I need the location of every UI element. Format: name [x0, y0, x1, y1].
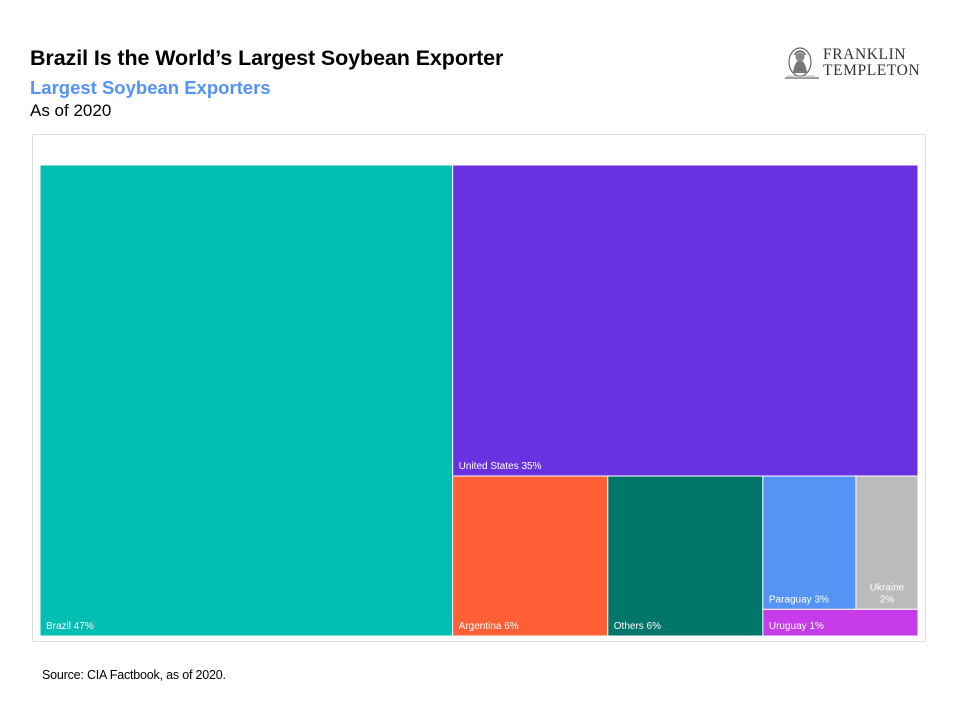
logo-wordmark: FRANKLIN TEMPLETON: [823, 47, 920, 79]
tile-label-brazil: Brazil 47%: [46, 621, 94, 632]
tile-label-others: Others 6%: [614, 621, 661, 632]
tile-rect-uruguay: [762, 608, 919, 637]
treemap-chart: Brazil 47% United States 35% Argentina 6% O…: [39, 164, 919, 637]
portrait-medallion-icon: [785, 47, 819, 79]
logo-line-2: TEMPLETON: [823, 62, 921, 79]
logo-line-1: FRANKLIN: [823, 46, 907, 63]
tile-rect-others: [607, 475, 764, 637]
tile-uruguay: Uruguay 1%: [762, 608, 919, 637]
tile-rect-brazil: [39, 164, 454, 637]
chart-subtitle: Largest Soybean Exporters: [30, 77, 271, 98]
tile-brazil: Brazil 47%: [39, 164, 454, 637]
plot-area: Brazil 47% United States 35% Argentina 6% O…: [32, 134, 926, 642]
tile-ukraine: Ukraine 2%: [855, 475, 919, 610]
tile-argentina: Argentina 6%: [452, 475, 609, 637]
tile-label-united-states: United States 35%: [459, 461, 542, 472]
franklin-templeton-logo: FRANKLIN TEMPLETON: [783, 46, 943, 82]
source-note: Source: CIA Factbook, as of 2020.: [42, 668, 226, 682]
chart-title: Brazil Is the World’s Largest Soybean Ex…: [30, 46, 504, 70]
tile-rect-paraguay: [762, 475, 857, 610]
tile-paraguay: Paraguay 3%: [762, 475, 857, 610]
tile-rect-argentina: [452, 475, 609, 637]
tile-label-ukraine: Ukraine 2%: [870, 582, 905, 605]
tile-others: Others 6%: [607, 475, 764, 637]
tile-label-paraguay: Paraguay 3%: [769, 594, 829, 605]
tile-rect-united-states: [452, 164, 919, 477]
tile-united-states: United States 35%: [452, 164, 919, 477]
tile-label-argentina: Argentina 6%: [459, 621, 519, 632]
as-of-date: As of 2020: [30, 101, 112, 120]
tile-label-uruguay: Uruguay 1%: [769, 621, 824, 632]
